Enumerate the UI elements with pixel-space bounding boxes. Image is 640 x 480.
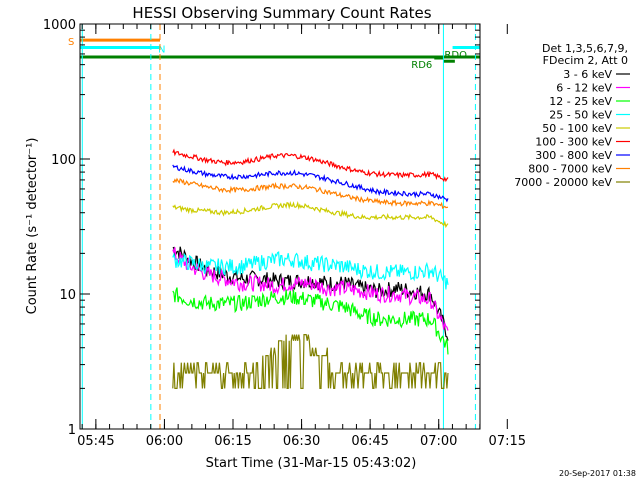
flag-label: N [158, 44, 165, 55]
plot-frame [79, 23, 481, 430]
legend-header: Det 1,3,5,6,7,9, [542, 42, 628, 55]
legend-label: 300 - 800 keV [535, 149, 612, 162]
x-tick-label: 07:00 [420, 434, 457, 449]
x-tick-label: 06:30 [283, 434, 320, 449]
legend-label: 12 - 25 keV [549, 95, 612, 108]
x-tick-label: 06:00 [146, 434, 183, 449]
y-tick-label: 100 [51, 153, 76, 168]
x-tick-label: 05:45 [77, 434, 114, 449]
y-axis: 1 10 100 1000 [43, 18, 480, 438]
data-series [172, 148, 449, 389]
series-line [172, 251, 449, 290]
flag-label: RDO [444, 50, 467, 61]
legend-label: 800 - 7000 keV [528, 163, 612, 176]
legend-label: 3 - 6 keV [563, 68, 612, 81]
series-line [172, 148, 449, 183]
y-axis-label: Count Rate (s⁻¹ detector⁻¹) [25, 138, 40, 315]
legend: Det 1,3,5,6,7,9,FDecim 2, Att 03 - 6 keV… [514, 42, 630, 189]
vertical-markers [81, 24, 476, 429]
legend-label: 7000 - 20000 keV [514, 176, 612, 189]
x-tick-label: 06:15 [214, 434, 251, 449]
legend-label: 50 - 100 keV [542, 122, 612, 135]
legend-label: 100 - 300 keV [535, 136, 612, 149]
x-axis: 05:45 06:00 06:15 06:30 06:45 07:00 07:15 [77, 24, 526, 449]
legend-header: FDecim 2, Att 0 [543, 54, 628, 67]
series-line [172, 164, 449, 203]
flag-label: S [68, 37, 74, 48]
footer-date: 20-Sep-2017 01:38 [559, 469, 636, 478]
chart-title: HESSI Observing Summary Count Rates [132, 4, 431, 22]
series-line [172, 247, 449, 331]
legend-label: 6 - 12 keV [556, 82, 612, 95]
flag-label: RD6 [411, 60, 432, 71]
y-tick-label: 1000 [43, 18, 76, 33]
y-tick-label: 1 [68, 423, 76, 438]
flag-bars: S N RD6 RDO [68, 37, 480, 71]
legend-label: 25 - 50 keV [549, 109, 612, 122]
x-tick-label: 06:45 [351, 434, 388, 449]
series-line [172, 200, 449, 229]
x-tick-label: 07:15 [489, 434, 526, 449]
series-line [172, 334, 449, 389]
y-tick-label: 10 [59, 288, 76, 303]
series-line [172, 287, 449, 355]
series-line [172, 177, 449, 210]
x-axis-label: Start Time (31-Mar-15 05:43:02) [206, 456, 417, 471]
